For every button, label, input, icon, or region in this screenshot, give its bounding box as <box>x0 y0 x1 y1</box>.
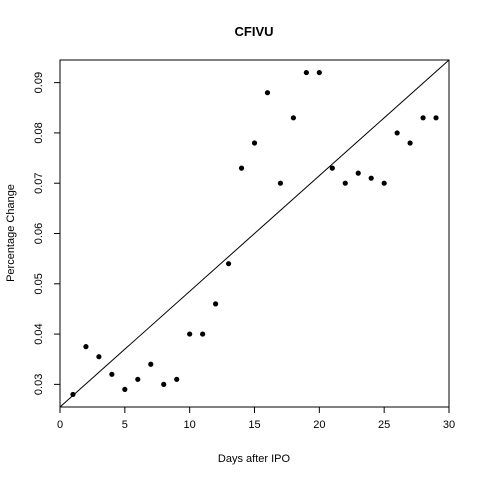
data-point <box>135 376 141 382</box>
x-tick-label: 5 <box>122 419 128 431</box>
data-point <box>355 170 361 176</box>
data-point <box>277 180 284 186</box>
data-point <box>303 69 309 76</box>
data-point <box>161 381 167 387</box>
data-point <box>187 331 193 337</box>
x-tick-label: 25 <box>378 419 390 431</box>
data-point <box>316 69 322 76</box>
chart-title: CFIVU <box>235 24 274 39</box>
data-point <box>290 115 296 121</box>
y-tick-label: 0.07 <box>33 172 45 193</box>
data-point <box>83 344 89 350</box>
y-tick-label: 0.06 <box>33 223 45 244</box>
y-tick-label: 0.04 <box>33 323 45 344</box>
data-point <box>174 376 180 382</box>
x-tick-label: 30 <box>443 419 455 431</box>
x-axis: 0 5 10 15 20 25 30 <box>57 407 455 431</box>
data-point <box>96 354 102 360</box>
y-tick-label: 0.05 <box>33 273 45 294</box>
x-axis-label: Days after IPO <box>218 453 291 465</box>
fit-line-layer <box>59 59 450 408</box>
x-tick-label: 0 <box>57 419 63 431</box>
data-point <box>368 175 374 181</box>
data-point <box>70 391 76 398</box>
data-point <box>225 261 232 267</box>
y-axis-label: Percentage Change <box>5 184 17 282</box>
data-point <box>407 140 413 146</box>
y-tick-label: 0.03 <box>33 374 45 395</box>
y-tick-label: 0.09 <box>33 72 45 93</box>
fit-line <box>59 59 450 408</box>
data-point <box>329 165 335 171</box>
data-point <box>394 130 400 136</box>
y-axis: 0.03 0.04 0.05 0.06 0.07 0.08 0.09 <box>33 72 60 395</box>
data-point <box>342 180 348 186</box>
x-tick-label: 10 <box>184 419 196 431</box>
data-point <box>213 301 219 307</box>
data-point <box>433 115 439 121</box>
data-point <box>251 140 258 146</box>
data-point <box>148 361 154 367</box>
data-point <box>420 115 426 121</box>
data-point <box>200 331 206 337</box>
data-point <box>122 386 128 392</box>
x-tick-label: 15 <box>248 419 260 431</box>
y-tick-label: 0.08 <box>33 122 45 143</box>
data-point <box>238 165 245 171</box>
points-layer <box>70 69 439 398</box>
data-point <box>381 180 387 186</box>
data-point <box>109 371 115 377</box>
data-point <box>264 90 271 96</box>
x-tick-label: 20 <box>313 419 325 431</box>
